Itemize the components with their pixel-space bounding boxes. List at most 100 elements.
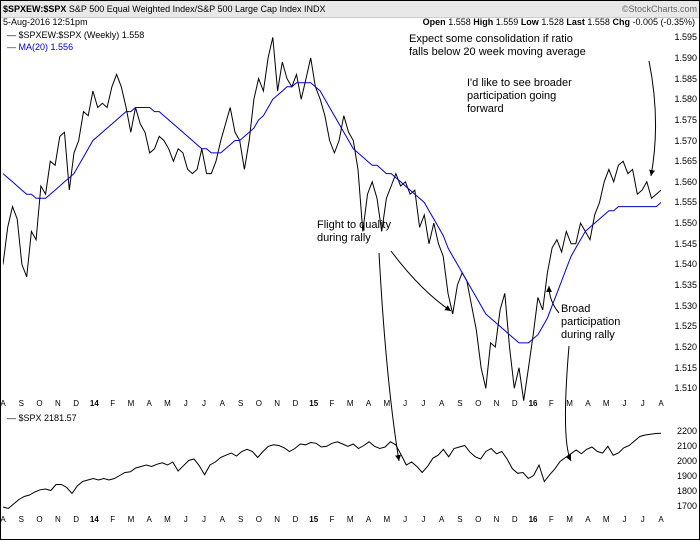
xtick: F xyxy=(330,399,335,408)
xtick: A xyxy=(366,515,371,524)
header-left: $SPXEW:$SPX S&P 500 Equal Weighted Index… xyxy=(3,4,622,14)
ytick-main: 1.560 xyxy=(674,177,697,187)
ytick-main: 1.590 xyxy=(674,53,697,63)
xtick: A xyxy=(220,399,225,408)
ytick-main: 1.580 xyxy=(674,94,697,104)
series3-val: 2181.57 xyxy=(44,413,77,423)
xtick: J xyxy=(421,399,425,408)
xtick: S xyxy=(457,399,462,408)
xtick: N xyxy=(494,515,500,524)
xtick: N xyxy=(274,515,280,524)
xtick: D xyxy=(512,515,518,524)
xtick: J xyxy=(202,515,206,524)
xtick: O xyxy=(256,515,262,524)
xtick: A xyxy=(147,515,152,524)
xtick: M xyxy=(603,399,610,408)
chg-label: Chg xyxy=(612,17,630,27)
xtick: S xyxy=(19,515,24,524)
xtick: J xyxy=(622,515,626,524)
annotation-consolidation: Expect some consolidation if ratiofalls … xyxy=(409,33,659,59)
xtick: 15 xyxy=(309,515,318,524)
xtick: J xyxy=(202,399,206,408)
xtick: 15 xyxy=(309,399,318,408)
open-label: Open xyxy=(423,17,446,27)
ytick-main: 1.545 xyxy=(674,239,697,249)
date-label: 5-Aug-2016 12:51pm xyxy=(3,17,88,27)
ytick-main: 1.570 xyxy=(674,136,697,146)
xtick: A xyxy=(0,515,5,524)
xtick: D xyxy=(293,399,299,408)
ytick-lower: 1700 xyxy=(677,501,697,511)
xtick: M xyxy=(347,515,354,524)
xtick: A xyxy=(585,399,590,408)
xtick: N xyxy=(274,399,280,408)
xtick: M xyxy=(566,515,573,524)
xtick: A xyxy=(585,515,590,524)
ytick-lower: 1800 xyxy=(677,486,697,496)
ytick-main: 1.510 xyxy=(674,383,697,393)
ohlc-row: Open 1.558 High 1.559 Low 1.528 Last 1.5… xyxy=(423,17,695,27)
ytick-lower: 1900 xyxy=(677,471,697,481)
ytick-main: 1.520 xyxy=(674,342,697,352)
xtick: J xyxy=(403,515,407,524)
xtick: A xyxy=(0,399,5,408)
ytick-main: 1.575 xyxy=(674,115,697,125)
source-label: ©StockCharts.com xyxy=(622,4,697,14)
low-label: Low xyxy=(521,17,539,27)
xtick: M xyxy=(128,399,135,408)
xtick: N xyxy=(494,399,500,408)
xtick: F xyxy=(330,515,335,524)
xtick: O xyxy=(475,515,481,524)
ytick-lower: 2200 xyxy=(677,426,697,436)
xtick: O xyxy=(475,399,481,408)
xtick: 16 xyxy=(529,515,538,524)
header-bar: $SPXEW:$SPX S&P 500 Equal Weighted Index… xyxy=(1,1,699,18)
ytick-main: 1.525 xyxy=(674,321,697,331)
series3-label: $SPX xyxy=(19,413,42,423)
xtick: F xyxy=(549,515,554,524)
symbol: $SPXEW:$SPX xyxy=(3,4,66,14)
xtick: A xyxy=(147,399,152,408)
xtick: J xyxy=(403,399,407,408)
xtick: J xyxy=(641,399,645,408)
chart-container: $SPXEW:$SPX S&P 500 Equal Weighted Index… xyxy=(0,0,700,540)
xtick: S xyxy=(19,399,24,408)
xtick: D xyxy=(293,515,299,524)
xtick: M xyxy=(164,515,171,524)
ytick-main: 1.565 xyxy=(674,156,697,166)
high-val: 1.559 xyxy=(496,17,519,27)
ytick-lower: 2000 xyxy=(677,456,697,466)
low-val: 1.528 xyxy=(541,17,564,27)
xtick: M xyxy=(128,515,135,524)
xtick: F xyxy=(549,399,554,408)
xtick: 14 xyxy=(90,515,99,524)
xtick: A xyxy=(220,515,225,524)
ytick-main: 1.530 xyxy=(674,301,697,311)
description: S&P 500 Equal Weighted Index/S&P 500 Lar… xyxy=(69,4,326,14)
xtick: J xyxy=(184,399,188,408)
xtick: S xyxy=(238,515,243,524)
chg-val: -0.005 (-0.35%) xyxy=(632,17,695,27)
ytick-main: 1.550 xyxy=(674,218,697,228)
ytick-main: 1.515 xyxy=(674,363,697,373)
xtick: S xyxy=(238,399,243,408)
annotation-broad: Broadparticipationduring rally xyxy=(561,303,661,342)
high-label: High xyxy=(473,17,493,27)
xtick: A xyxy=(658,515,663,524)
open-val: 1.558 xyxy=(448,17,471,27)
xtick: A xyxy=(439,515,444,524)
xaxis-upper: ASOND14FMAMJJASOND15FMAMJJASOND16FMAMJJA xyxy=(3,399,661,411)
xtick: F xyxy=(110,399,115,408)
xtick: D xyxy=(73,399,79,408)
last-val: 1.558 xyxy=(587,17,610,27)
xtick: 16 xyxy=(529,399,538,408)
xtick: M xyxy=(383,399,390,408)
xtick: A xyxy=(366,399,371,408)
xtick: O xyxy=(36,515,42,524)
xtick: N xyxy=(55,399,61,408)
lower-series-row: — $SPX 2181.57 xyxy=(7,413,77,423)
annotation-flight: Flight to qualityduring rally xyxy=(317,219,457,245)
xtick: F xyxy=(110,515,115,524)
xtick: J xyxy=(184,515,188,524)
xtick: M xyxy=(347,399,354,408)
